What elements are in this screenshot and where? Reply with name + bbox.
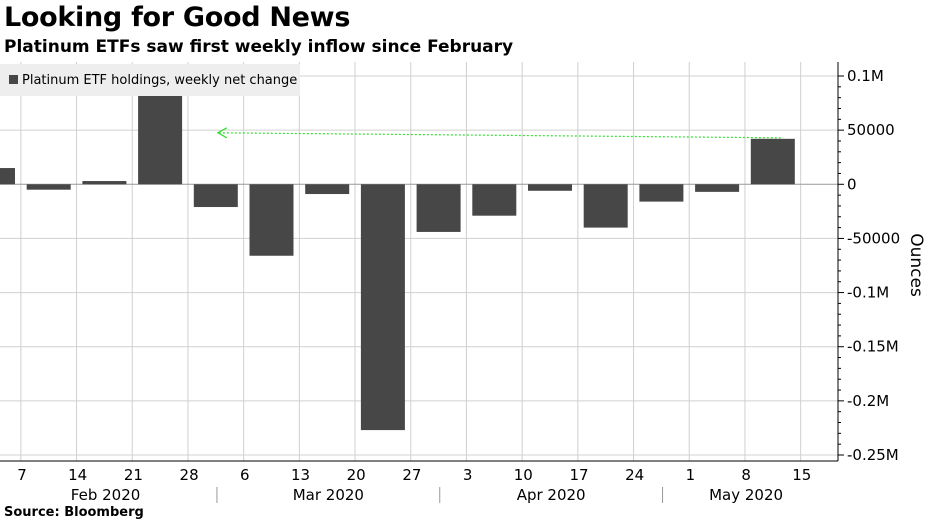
bar <box>528 184 572 191</box>
x-tick-label: 15 <box>792 466 811 484</box>
axes: 0.1M 50000 0 -50000 -0.1M -0.15M -0.2M -0.25M 7 1… <box>0 62 900 504</box>
annotation <box>216 127 781 139</box>
bar <box>750 138 795 185</box>
x-month-label: Feb 2020 <box>71 486 141 504</box>
x-tick-label: 21 <box>124 466 143 484</box>
bar <box>249 184 294 256</box>
y-tick-label: -0.2M <box>847 392 889 410</box>
bar <box>360 184 405 431</box>
bar <box>472 184 517 216</box>
x-tick-label: 14 <box>68 466 87 484</box>
bar <box>193 184 238 208</box>
bar <box>82 181 127 185</box>
chart-subtitle: Platinum ETFs saw first weekly inflow si… <box>4 37 514 57</box>
x-tick-label: 3 <box>463 466 473 484</box>
x-tick-label: 24 <box>625 466 644 484</box>
x-tick-label: 27 <box>402 466 421 484</box>
bar <box>695 184 740 192</box>
arrow-head <box>216 127 228 139</box>
bar <box>0 168 15 185</box>
arrow-line <box>217 132 781 139</box>
legend: Platinum ETF holdings, weekly net change <box>0 64 300 96</box>
bar <box>305 184 350 195</box>
y-tick-label: -0.15M <box>847 338 899 356</box>
x-tick-label: 6 <box>240 466 250 484</box>
x-tick-label: 17 <box>569 466 588 484</box>
y-tick-label: 0.1M <box>847 67 884 85</box>
gridlines <box>0 62 838 461</box>
x-tick-label: 7 <box>17 466 27 484</box>
chart-title: Looking for Good News <box>4 2 351 33</box>
source-note: Source: Bloomberg <box>4 505 144 520</box>
legend-background <box>0 64 300 96</box>
x-tick-label: 10 <box>514 466 533 484</box>
legend-swatch <box>9 75 18 84</box>
bars <box>0 95 795 431</box>
x-tick-label: 20 <box>347 466 366 484</box>
y-tick-label: 0 <box>847 175 857 193</box>
y-tick-label: -0.25M <box>847 446 899 464</box>
x-tick-label: 13 <box>291 466 310 484</box>
y-axis-label: Ounces <box>906 233 926 297</box>
bar <box>583 184 628 228</box>
y-tick-label: -0.1M <box>847 284 889 302</box>
x-month-label: Apr 2020 <box>517 486 586 504</box>
x-tick-label: 28 <box>180 466 199 484</box>
y-tick-label: -50000 <box>847 229 900 247</box>
bar <box>26 184 71 190</box>
bar <box>138 95 183 185</box>
y-tick-label: 50000 <box>847 121 895 139</box>
x-tick-label: 1 <box>686 466 696 484</box>
x-tick-label: 8 <box>741 466 751 484</box>
legend-label: Platinum ETF holdings, weekly net change <box>22 73 297 88</box>
x-month-label: May 2020 <box>709 486 783 504</box>
bar <box>416 184 461 232</box>
bar <box>639 184 684 202</box>
x-month-label: Mar 2020 <box>293 486 364 504</box>
